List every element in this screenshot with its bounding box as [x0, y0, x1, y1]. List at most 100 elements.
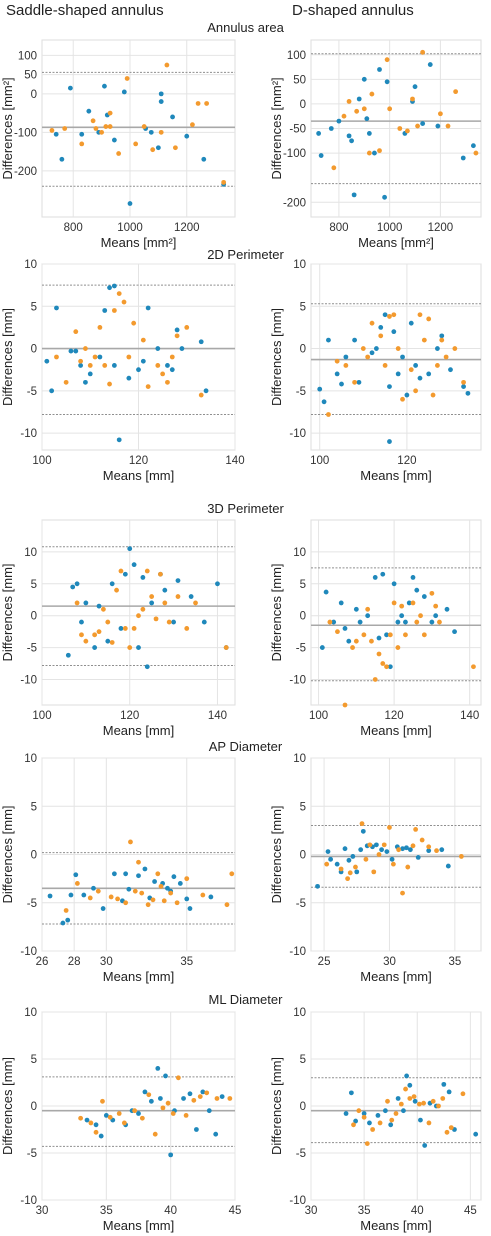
data-point-orange [93, 126, 99, 131]
data-point-orange [79, 632, 84, 638]
data-point-blue [67, 85, 73, 91]
y-tick-label: -200 [14, 166, 37, 178]
data-point-blue [171, 874, 177, 880]
data-point-blue [365, 613, 371, 619]
data-point-orange [127, 645, 133, 650]
data-point-orange [377, 148, 382, 154]
data-point-blue [473, 1131, 479, 1137]
data-point-orange [367, 842, 373, 848]
data-point-orange [365, 354, 371, 360]
data-point-blue [342, 846, 348, 852]
data-point-orange [324, 861, 330, 867]
data-point-orange [415, 123, 420, 129]
y-tick-label: 0 [300, 611, 306, 623]
data-point-blue [387, 664, 393, 670]
data-point-blue [407, 1082, 413, 1088]
data-point-blue [420, 121, 426, 126]
y-tick-label: 0 [31, 89, 37, 101]
data-point-blue [155, 145, 161, 151]
x-axis-label: Means [mm²] [358, 235, 434, 250]
data-point-blue [174, 327, 180, 333]
data-point-orange [132, 1108, 138, 1114]
data-point-orange [471, 664, 476, 670]
data-point-blue [142, 1089, 148, 1095]
data-point-orange [139, 1115, 145, 1121]
data-point-orange [346, 99, 352, 104]
data-point-orange [153, 616, 159, 622]
data-point-orange [421, 1100, 427, 1106]
data-point-orange [361, 632, 367, 638]
data-point-orange [461, 379, 466, 385]
y-tick-label: -5 [27, 386, 37, 398]
data-point-orange [395, 346, 401, 351]
data-point-blue [152, 879, 157, 884]
data-point-orange [174, 900, 180, 906]
data-point-orange [399, 603, 405, 609]
data-point-blue [375, 1113, 381, 1118]
data-point-blue [328, 126, 334, 131]
data-point-orange [221, 179, 227, 185]
data-point-orange [141, 124, 147, 129]
data-point-orange [370, 1127, 376, 1132]
y-tick-label: 5 [300, 301, 306, 313]
data-point-orange [436, 1103, 441, 1109]
data-point-blue [391, 329, 397, 335]
x-tick-label: 45 [464, 1205, 477, 1217]
data-point-blue [198, 339, 204, 345]
data-point-orange [139, 890, 145, 896]
data-point-orange [473, 150, 479, 156]
data-point-blue [389, 856, 395, 862]
data-point-orange [417, 312, 423, 318]
data-point-orange [161, 898, 167, 904]
data-point-orange [155, 871, 161, 877]
data-point-blue [187, 1091, 193, 1097]
plot-area [310, 263, 482, 451]
data-point-orange [229, 871, 235, 877]
chart-saddle-annulus-area: 800 1000 1200 -200 -100 0 50 100 Means [mm²] Diff… [0, 39, 236, 250]
data-point-orange [376, 651, 382, 657]
data-point-blue [121, 89, 127, 95]
data-point-blue [201, 619, 207, 625]
data-point-orange [353, 864, 358, 870]
y-tick-label: 0 [31, 344, 37, 356]
data-point-orange [145, 384, 151, 389]
data-point-orange [387, 825, 392, 830]
data-point-blue [410, 575, 416, 580]
row-title-annulus-area: Annulus area [207, 20, 284, 35]
data-point-blue [158, 99, 164, 104]
data-point-blue [321, 399, 327, 405]
data-point-orange [361, 1114, 367, 1120]
data-point-blue [373, 346, 379, 351]
data-point-blue [140, 358, 146, 364]
data-point-orange [158, 883, 164, 889]
x-axis-label: Means [mm] [360, 1218, 432, 1233]
data-point-orange [384, 57, 390, 63]
row-title-3d-perimeter: 3D Perimeter [207, 501, 284, 516]
data-point-blue [366, 131, 372, 136]
data-point-orange [387, 314, 392, 319]
x-axis-label: Means [mm] [360, 468, 432, 483]
data-point-blue [351, 192, 357, 198]
data-point-orange [429, 590, 435, 596]
y-tick-label: 10 [24, 259, 37, 271]
x-tick-label: 800 [64, 222, 83, 234]
data-point-orange [116, 151, 122, 156]
data-point-blue [346, 133, 352, 139]
data-point-orange [174, 333, 180, 339]
data-point-orange [410, 600, 416, 606]
data-point-orange [224, 902, 230, 908]
data-point-orange [430, 392, 436, 398]
y-axis-label: Differences [mm] [0, 805, 15, 903]
data-point-blue [203, 388, 209, 394]
data-point-orange [170, 1111, 176, 1116]
data-point-blue [418, 1117, 423, 1123]
data-point-orange [73, 329, 79, 335]
y-tick-label: 100 [18, 50, 37, 62]
y-tick-label: -5 [27, 643, 37, 655]
data-point-orange [115, 896, 120, 902]
data-point-blue [149, 600, 155, 606]
x-tick-label: 35 [448, 956, 461, 968]
data-point-orange [334, 358, 340, 364]
data-point-orange [155, 363, 161, 368]
data-point-blue [380, 571, 386, 577]
